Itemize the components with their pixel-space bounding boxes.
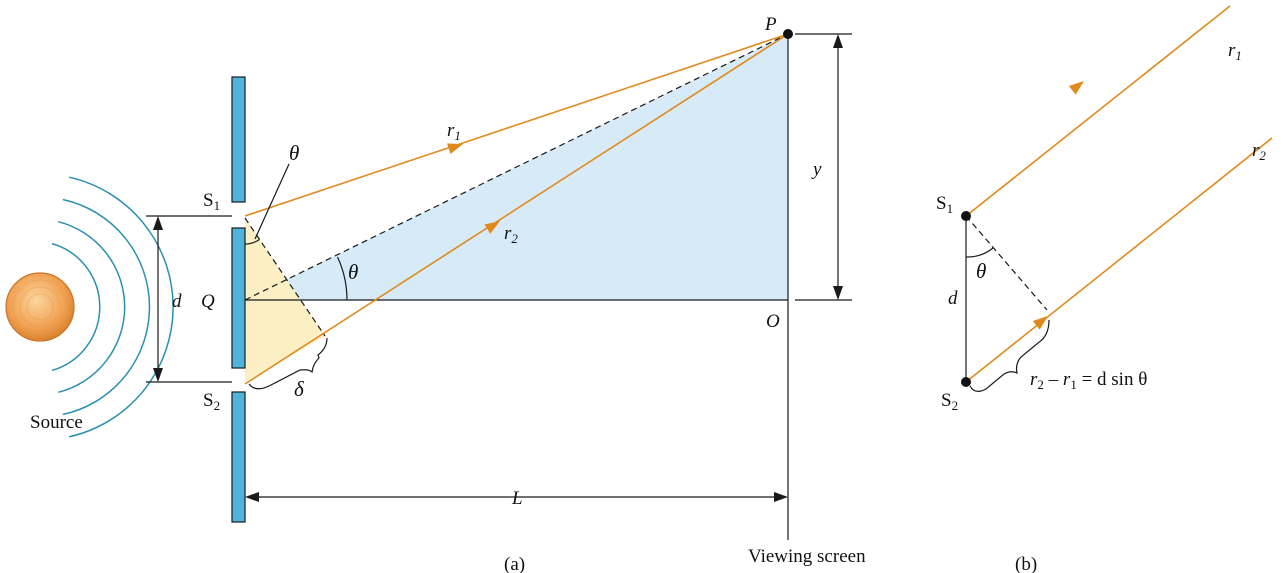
barrier-top bbox=[231, 76, 246, 203]
dashed-Q-to-P bbox=[244, 33, 789, 301]
d-label: d bbox=[172, 291, 182, 312]
ray-b-r1-arrow bbox=[1068, 81, 1084, 95]
y-label: y bbox=[811, 159, 822, 180]
Q-label: Q bbox=[201, 291, 215, 312]
slit1-label-b: S1 bbox=[936, 193, 953, 216]
source-label: Source bbox=[30, 412, 83, 433]
path-difference-brace bbox=[969, 319, 1050, 392]
theta-leader bbox=[254, 163, 290, 240]
theta-arc-center bbox=[336, 256, 348, 301]
slit2-dot bbox=[961, 377, 971, 387]
theta-arc-slit bbox=[244, 238, 260, 245]
P-label: P bbox=[764, 14, 777, 35]
figure-b: S1 S2 d θ r1 r2 r2 – r1 = d sin θ (b) bbox=[936, 5, 1273, 573]
ray-r1-label: r1 bbox=[447, 120, 461, 143]
ray-b-r1 bbox=[965, 5, 1231, 217]
delta-label: δ bbox=[294, 377, 305, 401]
ray-r1-arrow bbox=[447, 143, 463, 154]
ray-b-r2-arrow bbox=[1032, 316, 1048, 330]
ray-r2-label: r2 bbox=[504, 223, 518, 246]
caption-a: (a) bbox=[504, 554, 525, 573]
ray-r1 bbox=[244, 33, 789, 217]
L-label: L bbox=[511, 488, 523, 509]
theta-label-slit: θ bbox=[289, 141, 299, 165]
slit2-label: S2 bbox=[203, 390, 220, 413]
O-label: O bbox=[766, 311, 780, 332]
slit-barrier bbox=[231, 76, 246, 523]
barrier-middle bbox=[231, 227, 246, 369]
slit1-dot bbox=[961, 211, 971, 221]
caption-b: (b) bbox=[1015, 554, 1037, 573]
path-difference-equation: r2 – r1 = d sin θ bbox=[1030, 369, 1147, 392]
ray-r2 bbox=[244, 33, 789, 385]
d-label-b: d bbox=[948, 288, 958, 309]
theta-label-center: θ bbox=[348, 260, 358, 284]
ray-r2-arrow bbox=[484, 221, 500, 234]
delta-brace bbox=[248, 337, 328, 390]
figure-a: Source S1 S2 d Q P O y L θ θ δ r1 r2 Vie… bbox=[5, 14, 866, 573]
slit2-label-b: S2 bbox=[941, 390, 958, 413]
slit1-label: S1 bbox=[203, 190, 220, 213]
dashed-perpendicular bbox=[244, 217, 326, 337]
viewing-screen-label: Viewing screen bbox=[748, 546, 866, 567]
ray-b-r1-label: r1 bbox=[1228, 40, 1242, 63]
point-P-dot bbox=[783, 29, 793, 39]
theta-label-b: θ bbox=[976, 259, 986, 283]
barrier-bottom bbox=[231, 391, 246, 523]
source-icon bbox=[5, 272, 75, 342]
wavefronts bbox=[51, 176, 174, 438]
ray-b-r2-label: r2 bbox=[1252, 140, 1266, 163]
ray-b-r2 bbox=[965, 137, 1273, 383]
dashed-perpendicular-b bbox=[965, 215, 1048, 311]
theta-arc-b bbox=[965, 247, 994, 258]
